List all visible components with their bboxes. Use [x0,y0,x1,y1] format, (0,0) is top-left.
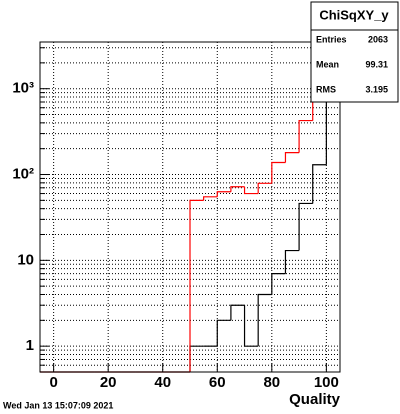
x-tick-label: 20 [100,374,117,391]
y-tick-label: 1 [26,337,34,354]
histogram-bin [312,164,327,204]
stats-value: 2063 [368,34,388,44]
histogram-bin [189,199,204,372]
y-tick-label: 10 [17,251,34,268]
histogram-bin [271,161,286,184]
x-tick-label: 80 [263,374,280,391]
histogram-bin [230,304,245,321]
stats-key: Entries [316,34,347,44]
x-tick-label: 60 [209,374,226,391]
histogram-bin [257,182,272,194]
histogram-bin [284,152,300,163]
histogram-bin [243,186,259,195]
stats-key: Mean [316,59,339,69]
histogram-bin [257,293,272,347]
histogram-bin [271,273,286,295]
stats-title: ChiSqXY_y [319,7,389,22]
histogram-bin [243,305,259,347]
stats-value: 3.195 [365,84,388,94]
x-tick-label: 40 [154,374,171,391]
x-tick-label: 100 [314,374,339,391]
histogram-bin [230,186,245,192]
histogram-bin [203,196,218,201]
y-tick-label: 10² [12,165,34,182]
stats-value: 99.31 [365,59,388,69]
stats-box [310,1,399,103]
histogram-bin [298,202,313,251]
plot-frame [39,41,341,373]
histogram-bin [216,191,231,197]
histogram-bin [216,319,231,347]
x-axis-label: Quality [289,391,341,408]
histogram-bin [298,119,313,153]
stats-key: RMS [316,84,336,94]
histogram-bin [284,249,300,274]
x-tick-label: 0 [49,374,57,391]
y-tick-label: 10³ [12,80,34,97]
footer-date: Wed Jan 13 15:07:09 2021 [3,400,113,410]
